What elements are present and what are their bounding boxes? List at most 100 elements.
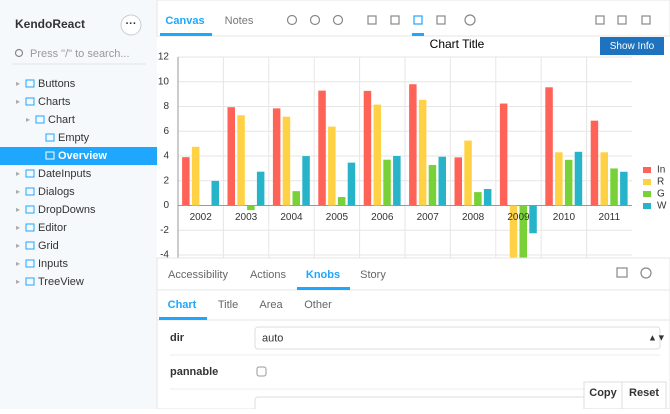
legend-label: W [657,201,667,212]
tree-item[interactable]: DropDowns [38,204,96,216]
y-tick-label: 4 [163,151,169,162]
tree-item[interactable]: TreeView [38,276,84,288]
x-tick-label: 2009 [507,212,530,223]
tab[interactable]: Notes [225,15,254,27]
tab-indicator [297,287,350,290]
bar [429,165,437,205]
x-tick-label: 2004 [280,212,303,223]
select[interactable] [255,327,660,349]
y-tick-label: -2 [160,225,169,236]
legend-label: R [657,177,664,188]
x-tick-label: 2002 [190,212,213,223]
tree-caret: ▸ [16,187,20,196]
legend-label: In [657,165,665,176]
addon-tab[interactable]: Accessibility [168,269,228,281]
select-arrow: ▲▼ [648,332,666,342]
y-tick-label: 6 [163,126,169,137]
bar [565,160,573,206]
tree-caret: ▸ [16,277,20,286]
bar [529,206,537,234]
tab[interactable]: Canvas [165,15,204,27]
legend-label: G [657,189,665,200]
x-tick-label: 2005 [326,212,349,223]
bar [192,147,200,206]
tree-item[interactable]: Chart [48,114,75,126]
y-tick-label: 2 [163,175,169,186]
x-tick-label: 2007 [417,212,440,223]
bar [257,172,265,206]
x-tick-label: 2010 [553,212,576,223]
tree-caret: ▸ [26,115,30,124]
bar [439,157,447,206]
tree-item[interactable]: Charts [38,96,71,108]
bar [575,152,583,206]
bar [455,157,463,205]
bar [237,115,245,205]
x-tick-label: 2003 [235,212,258,223]
addon-tab[interactable]: Story [360,269,386,281]
bar [409,84,417,205]
button-label: Reset [629,387,659,399]
tree-item[interactable]: Dialogs [38,186,75,198]
tree-item[interactable]: Editor [38,222,67,234]
addon-tab[interactable]: Actions [250,269,287,281]
bar [328,127,336,206]
menu-dots: ··· [126,18,137,30]
tree-caret: ▸ [16,259,20,268]
bar [464,141,472,206]
tree-caret: ▸ [16,169,20,178]
bar [228,107,236,205]
bar [318,91,326,206]
tree-item[interactable]: Overview [58,150,107,162]
tree-item[interactable]: Empty [58,132,90,144]
x-tick-label: 2008 [462,212,485,223]
legend-swatch [643,179,651,185]
tree-caret: ▸ [16,223,20,232]
select-value: auto [262,332,283,344]
bar [610,168,618,205]
bar [273,108,281,205]
bar [338,197,346,205]
bar [383,160,391,206]
legend-swatch [643,203,651,209]
sub-tab[interactable]: Other [304,299,332,311]
bar [374,105,382,206]
show-info-label: Show Info [610,41,655,52]
sub-tab[interactable]: Area [259,299,283,311]
tree-caret: ▸ [16,241,20,250]
bar [302,156,310,205]
bar [348,163,356,206]
bar [247,206,255,211]
bar [620,172,628,206]
bar [283,117,291,206]
tree-item[interactable]: Grid [38,240,59,252]
bar [555,152,563,205]
bar [601,152,609,205]
tree-item[interactable]: Inputs [38,258,68,270]
bar [500,104,508,206]
y-tick-label: 10 [158,76,170,87]
tree-item[interactable]: DateInputs [38,168,92,180]
button-label: Copy [589,387,617,399]
tree-item[interactable]: Buttons [38,78,76,90]
bar [419,100,427,206]
x-tick-label: 2006 [371,212,394,223]
row-label: pannable [170,366,218,378]
bar [293,191,301,205]
bar [484,189,492,205]
bar [182,157,190,205]
sub-tab[interactable]: Chart [168,299,197,311]
search-input[interactable]: Press "/" to search... [30,48,130,60]
bar [364,91,372,206]
legend-swatch [643,167,651,173]
bar [591,121,599,206]
addon-tab[interactable]: Knobs [306,269,340,281]
y-tick-label: 0 [163,200,169,211]
sub-tab[interactable]: Title [218,299,238,311]
tree-caret: ▸ [16,97,20,106]
legend-swatch [643,191,651,197]
bar [393,156,401,206]
checkbox[interactable] [257,367,266,376]
bar [474,192,482,205]
